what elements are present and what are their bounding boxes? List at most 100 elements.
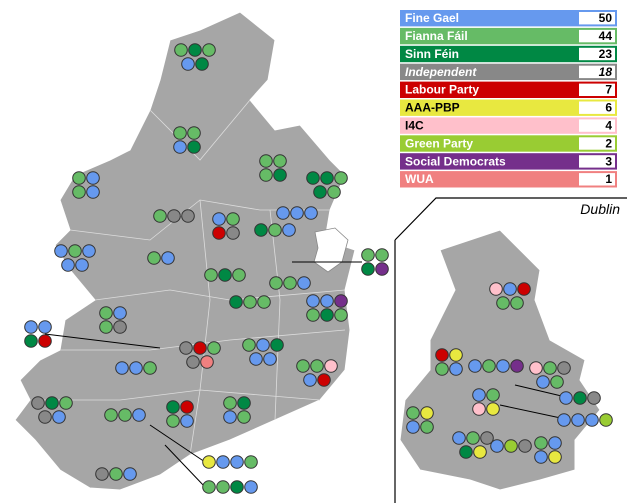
- seat-marker: [31, 396, 45, 410]
- seat-marker: [243, 295, 257, 309]
- seat-marker: [406, 420, 420, 434]
- legend-party: Independent: [405, 65, 477, 79]
- seat-marker: [276, 206, 290, 220]
- seat-marker: [195, 57, 209, 71]
- seat-markers: [24, 43, 613, 494]
- seat-marker: [187, 140, 201, 154]
- seat-marker: [297, 276, 311, 290]
- seat-marker: [306, 294, 320, 308]
- seat-marker: [459, 445, 473, 459]
- seat-marker: [534, 436, 548, 450]
- seat-marker: [226, 212, 240, 226]
- seat-marker: [324, 359, 338, 373]
- seat-marker: [232, 268, 246, 282]
- legend-party: AAA-PBP: [405, 101, 460, 115]
- seat-marker: [435, 348, 449, 362]
- seat-marker: [482, 359, 496, 373]
- legend-swatch: [400, 117, 617, 134]
- seat-marker: [587, 391, 601, 405]
- seat-marker: [334, 308, 348, 322]
- legend-party: I4C: [405, 119, 424, 133]
- legend-swatch: [400, 27, 617, 45]
- seat-marker: [327, 185, 341, 199]
- seat-marker: [254, 223, 268, 237]
- seat-marker: [283, 276, 297, 290]
- seat-marker: [38, 410, 52, 424]
- inset-frame: [394, 197, 627, 503]
- seat-marker: [543, 361, 557, 375]
- legend-count-box: [579, 47, 615, 61]
- legend-swatch: [400, 81, 617, 98]
- seat-marker: [420, 420, 434, 434]
- seat-marker: [216, 455, 230, 469]
- legend-party: Fine Gael: [405, 11, 459, 25]
- seat-marker: [296, 359, 310, 373]
- legend-count-box: [579, 83, 615, 96]
- seat-marker: [490, 439, 504, 453]
- seat-marker: [375, 262, 389, 276]
- seat-marker: [406, 406, 420, 420]
- seat-marker: [496, 296, 510, 310]
- seat-marker: [202, 480, 216, 494]
- seat-marker: [202, 455, 216, 469]
- legend-seats: 18: [599, 65, 613, 79]
- legend-party: WUA: [405, 172, 434, 186]
- seat-marker: [54, 244, 68, 258]
- seat-marker: [181, 209, 195, 223]
- seat-marker: [263, 352, 277, 366]
- seat-marker: [129, 361, 143, 375]
- seat-marker: [361, 248, 375, 262]
- seat-marker: [188, 43, 202, 57]
- seat-marker: [200, 355, 214, 369]
- legend-count-box: [579, 12, 615, 25]
- seat-marker: [52, 410, 66, 424]
- seat-marker: [109, 467, 123, 481]
- seat-marker: [510, 296, 524, 310]
- seat-marker: [218, 268, 232, 282]
- seat-marker: [548, 436, 562, 450]
- seat-marker: [304, 206, 318, 220]
- seat-marker: [45, 396, 59, 410]
- legend-swatch: [400, 10, 617, 27]
- seat-marker: [237, 396, 251, 410]
- seat-marker: [118, 408, 132, 422]
- seat-marker: [317, 373, 331, 387]
- seat-marker: [452, 431, 466, 445]
- seat-marker: [113, 320, 127, 334]
- constituency-borders: [40, 99, 346, 456]
- legend-party: Green Party: [405, 136, 473, 150]
- seat-marker: [226, 226, 240, 240]
- seat-marker: [420, 406, 434, 420]
- seat-marker: [99, 320, 113, 334]
- legend-seats: 4: [605, 119, 612, 133]
- seat-marker: [489, 282, 503, 296]
- seat-marker: [212, 226, 226, 240]
- legend-swatch: [400, 153, 617, 170]
- seat-marker: [72, 171, 86, 185]
- seat-marker: [123, 467, 137, 481]
- seat-marker: [249, 352, 263, 366]
- seat-marker: [115, 361, 129, 375]
- seat-marker: [173, 140, 187, 154]
- seat-marker: [259, 168, 273, 182]
- seat-marker: [99, 306, 113, 320]
- seat-marker: [503, 282, 517, 296]
- seat-marker: [468, 359, 482, 373]
- seat-marker: [223, 410, 237, 424]
- seat-marker: [573, 391, 587, 405]
- seat-marker: [259, 154, 273, 168]
- dublin-area: [313, 227, 349, 273]
- seat-marker: [273, 168, 287, 182]
- seat-marker: [95, 467, 109, 481]
- seat-marker: [534, 450, 548, 464]
- seat-marker: [270, 338, 284, 352]
- seat-marker: [174, 43, 188, 57]
- seat-marker: [559, 391, 573, 405]
- seat-marker: [193, 341, 207, 355]
- seat-marker: [473, 445, 487, 459]
- seat-marker: [571, 413, 585, 427]
- legend-swatch: [400, 99, 617, 116]
